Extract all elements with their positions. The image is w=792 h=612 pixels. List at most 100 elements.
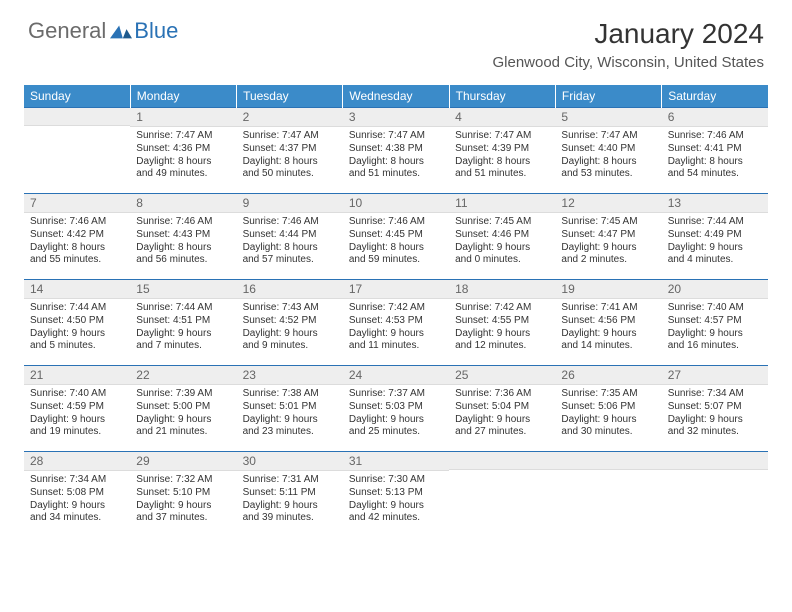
sunset-line: Sunset: 4:59 PM [30,401,104,412]
sunrise-line: Sunrise: 7:44 AM [136,302,212,313]
day-number: 5 [555,108,661,127]
calendar-cell: 24Sunrise: 7:37 AMSunset: 5:03 PMDayligh… [343,366,449,452]
day-number: 13 [662,194,768,213]
day-body: Sunrise: 7:37 AMSunset: 5:03 PMDaylight:… [343,385,449,443]
calendar-row: 21 Sunrise: 7:40 AM Sunset: 4:59 PM Dayligh… [24,366,768,452]
day-body: Sunrise: 7:36 AMSunset: 5:04 PMDaylight:… [449,385,555,443]
day-body: Sunrise: 7:32 AMSunset: 5:10 PMDaylight:… [130,471,236,529]
day-number: 29 [130,452,236,471]
day-number: 21 [24,366,130,385]
day-number: 22 [130,366,236,385]
day-number-empty [555,452,661,470]
calendar-cell: 27Sunrise: 7:34 AMSunset: 5:07 PMDayligh… [662,366,768,452]
sunset-line: Sunset: 4:56 PM [561,315,635,326]
sunrise-line: Sunrise: 7:46 AM [136,216,212,227]
daylight-line: Daylight: 9 hours and 5 minutes. [30,328,105,352]
sunset-line: Sunset: 5:13 PM [349,487,423,498]
daylight-line: Daylight: 9 hours and 7 minutes. [136,328,211,352]
sunrise-line: Sunrise: 7:46 AM [30,216,106,227]
sunset-line: Sunset: 4:52 PM [243,315,317,326]
daylight-line: Daylight: 9 hours and 9 minutes. [243,328,318,352]
daylight-line: Daylight: 8 hours and 59 minutes. [349,242,424,266]
day-body: Sunrise: 7:46 AMSunset: 4:42 PMDaylight:… [24,213,130,271]
calendar-cell: 12Sunrise: 7:45 AMSunset: 4:47 PMDayligh… [555,194,661,280]
logo-mark-icon [110,23,132,39]
calendar-cell: 10Sunrise: 7:46 AMSunset: 4:45 PMDayligh… [343,194,449,280]
calendar-cell: 9Sunrise: 7:46 AMSunset: 4:44 PMDaylight… [237,194,343,280]
sunrise-line: Sunrise: 7:36 AM [455,388,531,399]
daylight-line: Daylight: 8 hours and 50 minutes. [243,156,318,180]
sunset-line: Sunset: 5:08 PM [30,487,104,498]
day-number: 14 [24,280,130,299]
day-body: Sunrise: 7:44 AMSunset: 4:49 PMDaylight:… [662,213,768,271]
daylight-line: Daylight: 9 hours and 16 minutes. [668,328,743,352]
daylight-line: Daylight: 9 hours and 21 minutes. [136,414,211,438]
calendar-cell: 26Sunrise: 7:35 AMSunset: 5:06 PMDayligh… [555,366,661,452]
day-number-empty [662,452,768,470]
calendar-cell: 21Sunrise: 7:40 AMSunset: 4:59 PMDayligh… [24,366,130,452]
day-number: 18 [449,280,555,299]
title-block: January 2024 Glenwood City, Wisconsin, U… [492,18,764,71]
weekday-header: Tuesday [237,85,343,108]
calendar-cell: 2Sunrise: 7:47 AMSunset: 4:37 PMDaylight… [237,108,343,194]
sunset-line: Sunset: 5:01 PM [243,401,317,412]
sunrise-line: Sunrise: 7:39 AM [136,388,212,399]
sunrise-line: Sunrise: 7:47 AM [561,130,637,141]
weekday-header: Wednesday [343,85,449,108]
day-body: Sunrise: 7:31 AMSunset: 5:11 PMDaylight:… [237,471,343,529]
calendar-cell: 22Sunrise: 7:39 AMSunset: 5:00 PMDayligh… [130,366,236,452]
sunset-line: Sunset: 4:51 PM [136,315,210,326]
daylight-line: Daylight: 9 hours and 39 minutes. [243,500,318,524]
sunset-line: Sunset: 4:53 PM [349,315,423,326]
day-body: Sunrise: 7:40 AMSunset: 4:57 PMDaylight:… [662,299,768,357]
day-number: 27 [662,366,768,385]
sunrise-line: Sunrise: 7:40 AM [30,388,106,399]
sunrise-line: Sunrise: 7:44 AM [668,216,744,227]
sunset-line: Sunset: 4:49 PM [668,229,742,240]
day-body: Sunrise: 7:47 AMSunset: 4:40 PMDaylight:… [555,127,661,185]
calendar-cell: 6Sunrise: 7:46 AMSunset: 4:41 PMDaylight… [662,108,768,194]
calendar-cell: 5Sunrise: 7:47 AMSunset: 4:40 PMDaylight… [555,108,661,194]
sunrise-line: Sunrise: 7:31 AM [243,474,319,485]
sunrise-line: Sunrise: 7:42 AM [455,302,531,313]
day-body: Sunrise: 7:41 AMSunset: 4:56 PMDaylight:… [555,299,661,357]
daylight-line: Daylight: 9 hours and 23 minutes. [243,414,318,438]
calendar-cell: 20Sunrise: 7:40 AMSunset: 4:57 PMDayligh… [662,280,768,366]
calendar-cell: 15Sunrise: 7:44 AMSunset: 4:51 PMDayligh… [130,280,236,366]
sunset-line: Sunset: 5:06 PM [561,401,635,412]
daylight-line: Daylight: 8 hours and 51 minutes. [349,156,424,180]
weekday-header: Saturday [662,85,768,108]
sunset-line: Sunset: 5:03 PM [349,401,423,412]
sunrise-line: Sunrise: 7:32 AM [136,474,212,485]
day-body: Sunrise: 7:44 AMSunset: 4:50 PMDaylight:… [24,299,130,357]
daylight-line: Daylight: 9 hours and 34 minutes. [30,500,105,524]
daylight-line: Daylight: 9 hours and 32 minutes. [668,414,743,438]
sunset-line: Sunset: 4:40 PM [561,143,635,154]
day-body: Sunrise: 7:34 AM Sunset: 5:08 PM Daylight:… [24,471,130,529]
day-number: 2 [237,108,343,127]
sunset-line: Sunset: 4:39 PM [455,143,529,154]
day-number: 6 [662,108,768,127]
day-body: Sunrise: 7:30 AMSunset: 5:13 PMDaylight:… [343,471,449,529]
day-number: 1 [130,108,236,127]
day-number: 8 [130,194,236,213]
sunrise-line: Sunrise: 7:34 AM [30,474,106,485]
daylight-line: Daylight: 9 hours and 30 minutes. [561,414,636,438]
day-body: Sunrise: 7:45 AMSunset: 4:47 PMDaylight:… [555,213,661,271]
calendar-row: 1Sunrise: 7:47 AMSunset: 4:36 PMDaylight… [24,108,768,194]
calendar-cell: 19Sunrise: 7:41 AMSunset: 4:56 PMDayligh… [555,280,661,366]
day-body: Sunrise: 7:40 AMSunset: 4:59 PMDaylight:… [24,385,130,443]
calendar-cell: 16Sunrise: 7:43 AMSunset: 4:52 PMDayligh… [237,280,343,366]
daylight-line: Daylight: 9 hours and 14 minutes. [561,328,636,352]
sunrise-line: Sunrise: 7:35 AM [561,388,637,399]
calendar-cell: 17Sunrise: 7:42 AMSunset: 4:53 PMDayligh… [343,280,449,366]
weekday-header: Monday [130,85,236,108]
calendar-cell: 28Sunrise: 7:34 AMSunset: 5:08 PMDayligh… [24,452,130,538]
sunrise-line: Sunrise: 7:47 AM [349,130,425,141]
sunrise-line: Sunrise: 7:47 AM [455,130,531,141]
calendar-cell: 11Sunrise: 7:45 AMSunset: 4:46 PMDayligh… [449,194,555,280]
day-number: 17 [343,280,449,299]
day-body: Sunrise: 7:42 AMSunset: 4:53 PMDaylight:… [343,299,449,357]
sunset-line: Sunset: 4:38 PM [349,143,423,154]
sunrise-line: Sunrise: 7:38 AM [243,388,319,399]
